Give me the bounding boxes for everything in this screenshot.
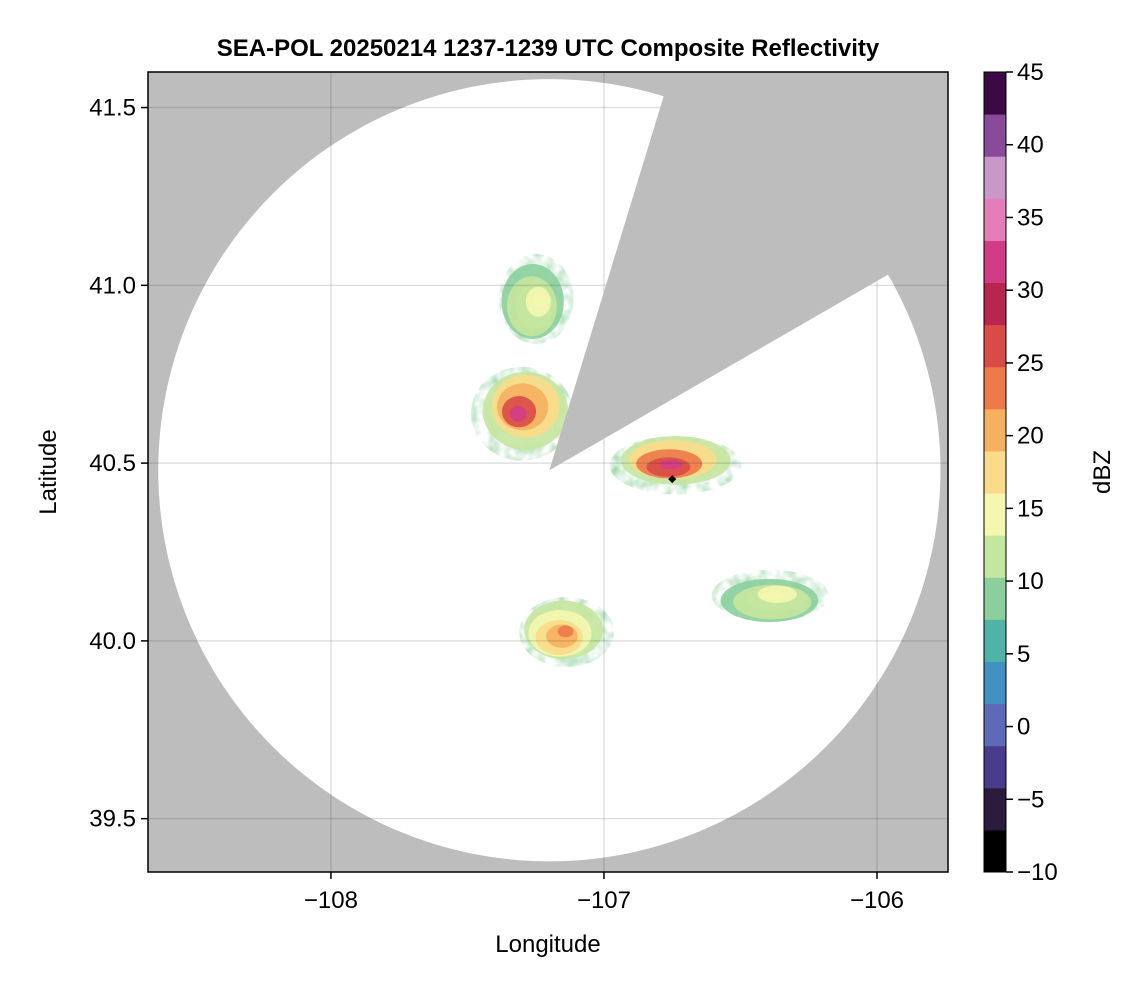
echo-east-fragment [711, 569, 829, 622]
colorbar-swatch [984, 661, 1006, 705]
x-tick-label: −107 [577, 887, 631, 914]
colorbar-swatches [984, 72, 1006, 873]
colorbar-swatch [984, 577, 1006, 620]
y-tick-label: 41.0 [89, 272, 136, 299]
plot-area [148, 72, 948, 872]
colorbar-swatch [984, 535, 1006, 578]
colorbar-tick-label: 35 [1017, 204, 1044, 231]
colorbar-tick-label: 40 [1017, 132, 1044, 159]
colorbar-swatch [984, 198, 1006, 241]
colorbar-tick-label: 10 [1017, 568, 1044, 595]
colorbar-swatch [984, 240, 1006, 284]
blocked-sector [549, 72, 948, 471]
colorbar-swatch [984, 282, 1006, 326]
colorbar: −10 −5 0 5 10 15 20 25 30 35 40 45 dBZ [983, 59, 1116, 886]
colorbar-tick-label: 25 [1017, 350, 1044, 377]
colorbar-swatch [984, 745, 1006, 789]
radar-site-marker [668, 475, 677, 484]
echo-east-cell [609, 436, 742, 495]
colorbar-swatch [984, 114, 1006, 157]
colorbar-swatch [984, 829, 1006, 873]
colorbar-swatch [984, 156, 1006, 199]
colorbar-swatch [984, 787, 1006, 831]
colorbar-tick-label: 45 [1017, 59, 1044, 86]
plot-frame [147, 71, 949, 873]
colorbar-swatch [984, 324, 1006, 368]
y-tick-label: 39.5 [89, 806, 136, 833]
colorbar-ticks: −10 −5 0 5 10 15 20 25 30 35 40 45 [1006, 59, 1058, 886]
echo-layer [557, 625, 574, 638]
chart-title: SEA-POL 20250214 1237-1239 UTC Composite… [217, 35, 880, 62]
echo-layer [509, 405, 527, 422]
y-axis: 39.5 40.0 40.5 41.0 41.5 [89, 95, 148, 833]
colorbar-swatch [984, 493, 1006, 536]
y-tick-label: 41.5 [89, 95, 136, 122]
x-tick-label: −106 [850, 887, 904, 914]
colorbar-tick-label: 0 [1017, 714, 1030, 741]
echo-layer [660, 459, 683, 470]
colorbar-swatch [984, 703, 1006, 747]
colorbar-tick-label: −5 [1017, 786, 1044, 813]
echo-layer [765, 592, 785, 601]
echo-north-fringe [498, 254, 574, 345]
colorbar-swatch [984, 408, 1006, 452]
colorbar-swatch [984, 450, 1006, 494]
y-axis-label: Latitude [35, 429, 62, 514]
colorbar-label: dBZ [1089, 450, 1116, 494]
colorbar-tick-label: −10 [1017, 859, 1058, 886]
grid-lines [148, 72, 948, 872]
y-tick-label: 40.0 [89, 628, 136, 655]
echo-layer [533, 291, 546, 307]
colorbar-tick-label: 20 [1017, 423, 1044, 450]
colorbar-tick-label: 15 [1017, 495, 1044, 522]
colorbar-swatch [984, 72, 1006, 115]
x-axis: −108 −107 −106 [304, 872, 904, 914]
colorbar-swatch [984, 366, 1006, 410]
x-tick-label: −108 [304, 887, 358, 914]
reflectivity-echoes [470, 254, 829, 668]
y-tick-label: 40.5 [89, 450, 136, 477]
colorbar-tick-label: 30 [1017, 277, 1044, 304]
echo-south-cluster [519, 597, 615, 668]
colorbar-tick-label: 5 [1017, 641, 1030, 668]
echo-west-cell [470, 366, 574, 461]
x-axis-label: Longitude [495, 931, 600, 958]
colorbar-swatch [984, 619, 1006, 662]
colorbar-frame [983, 71, 1007, 873]
